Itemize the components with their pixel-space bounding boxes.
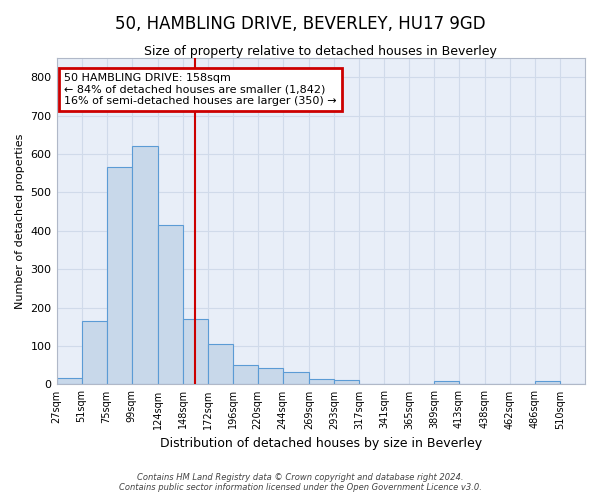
Bar xyxy=(283,372,309,384)
Bar xyxy=(434,380,459,384)
Text: Contains HM Land Registry data © Crown copyright and database right 2024.
Contai: Contains HM Land Registry data © Crown c… xyxy=(119,473,481,492)
Bar xyxy=(208,344,233,385)
Bar xyxy=(82,321,107,384)
Bar xyxy=(309,378,334,384)
Bar xyxy=(182,319,208,384)
Bar xyxy=(131,146,158,384)
X-axis label: Distribution of detached houses by size in Beverley: Distribution of detached houses by size … xyxy=(160,437,482,450)
Bar xyxy=(56,378,82,384)
Text: 50 HAMBLING DRIVE: 158sqm
← 84% of detached houses are smaller (1,842)
16% of se: 50 HAMBLING DRIVE: 158sqm ← 84% of detac… xyxy=(64,72,337,106)
Title: Size of property relative to detached houses in Beverley: Size of property relative to detached ho… xyxy=(145,45,497,58)
Bar xyxy=(233,365,258,384)
Y-axis label: Number of detached properties: Number of detached properties xyxy=(15,134,25,309)
Bar xyxy=(107,168,131,384)
Bar xyxy=(334,380,359,384)
Bar xyxy=(158,225,182,384)
Bar xyxy=(535,382,560,384)
Text: 50, HAMBLING DRIVE, BEVERLEY, HU17 9GD: 50, HAMBLING DRIVE, BEVERLEY, HU17 9GD xyxy=(115,15,485,33)
Bar xyxy=(258,368,283,384)
